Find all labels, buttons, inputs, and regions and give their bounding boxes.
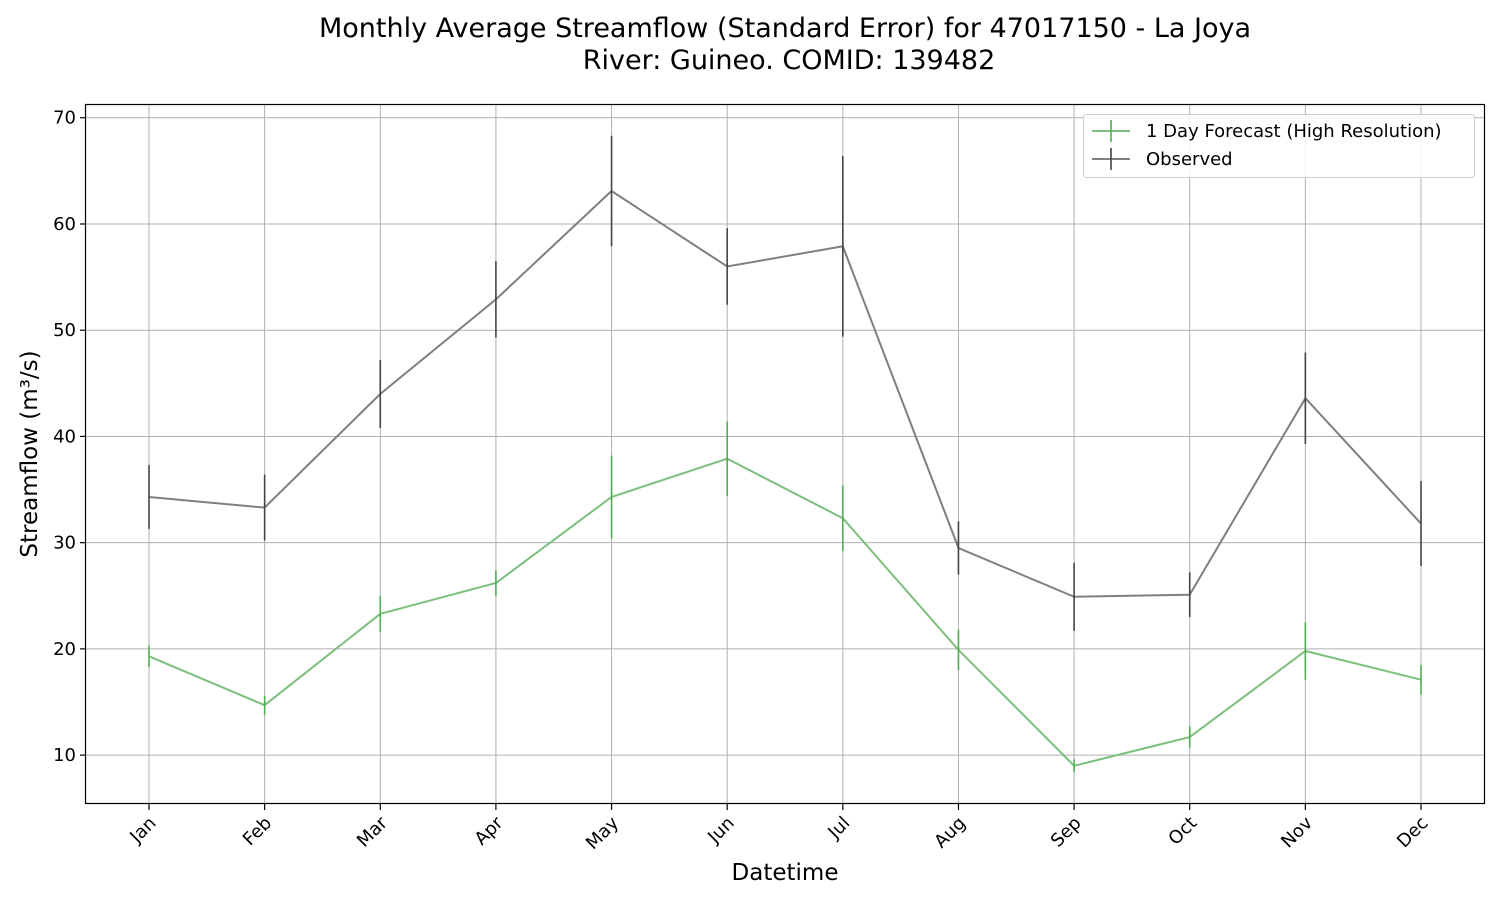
plot-frame (84, 103, 1486, 805)
y-tick-label: 10 (53, 745, 76, 766)
x-tick-label: Nov (1277, 812, 1317, 852)
legend-label: 1 Day Forecast (High Resolution) (1146, 121, 1442, 142)
series-layer (148, 135, 1422, 773)
chart-title-line-2: River: Guineo. COMID: 139482 (583, 45, 996, 76)
y-tick-label: 30 (53, 533, 76, 554)
x-tick-label: Jan (125, 813, 160, 848)
x-tick-label: Dec (1393, 813, 1432, 852)
y-tick-label: 40 (53, 426, 76, 447)
y-tick-label: 70 (53, 108, 76, 129)
x-tick-label: Mar (353, 812, 392, 851)
grid (86, 105, 1485, 804)
x-tick-label: Sep (1047, 813, 1086, 852)
x-axis-ticks: Jan Feb Mar Apr May Jun Jul Aug Sep Oct Nov Dec (125, 804, 1433, 854)
x-tick-label: May (582, 812, 623, 853)
y-axis-label: Streamflow (m³/s) (17, 350, 43, 557)
x-axis-label: Datetime (732, 860, 839, 886)
y-axis-ticks: 10 20 30 40 50 60 70 (53, 108, 86, 766)
legend-box (1083, 114, 1475, 178)
series-2 (148, 135, 1422, 631)
y-tick-label: 20 (53, 639, 76, 660)
x-tick-label: Apr (471, 812, 508, 849)
x-tick-label: Jul (823, 813, 854, 844)
legend-label: Observed (1146, 149, 1233, 170)
chart-title-line-1: Monthly Average Streamflow (Standard Err… (319, 13, 1251, 44)
x-tick-label: Feb (239, 813, 276, 850)
x-tick-label: Aug (930, 813, 970, 853)
legend: 1 Day Forecast (High Resolution) Observed (1083, 114, 1475, 178)
series-line (148, 457, 1422, 767)
y-tick-label: 60 (53, 214, 76, 235)
x-tick-label: Jun (703, 813, 738, 848)
series-line (148, 189, 1422, 598)
series-1 (148, 421, 1422, 773)
y-tick-label: 50 (53, 320, 76, 341)
x-tick-label: Oct (1164, 813, 1201, 850)
